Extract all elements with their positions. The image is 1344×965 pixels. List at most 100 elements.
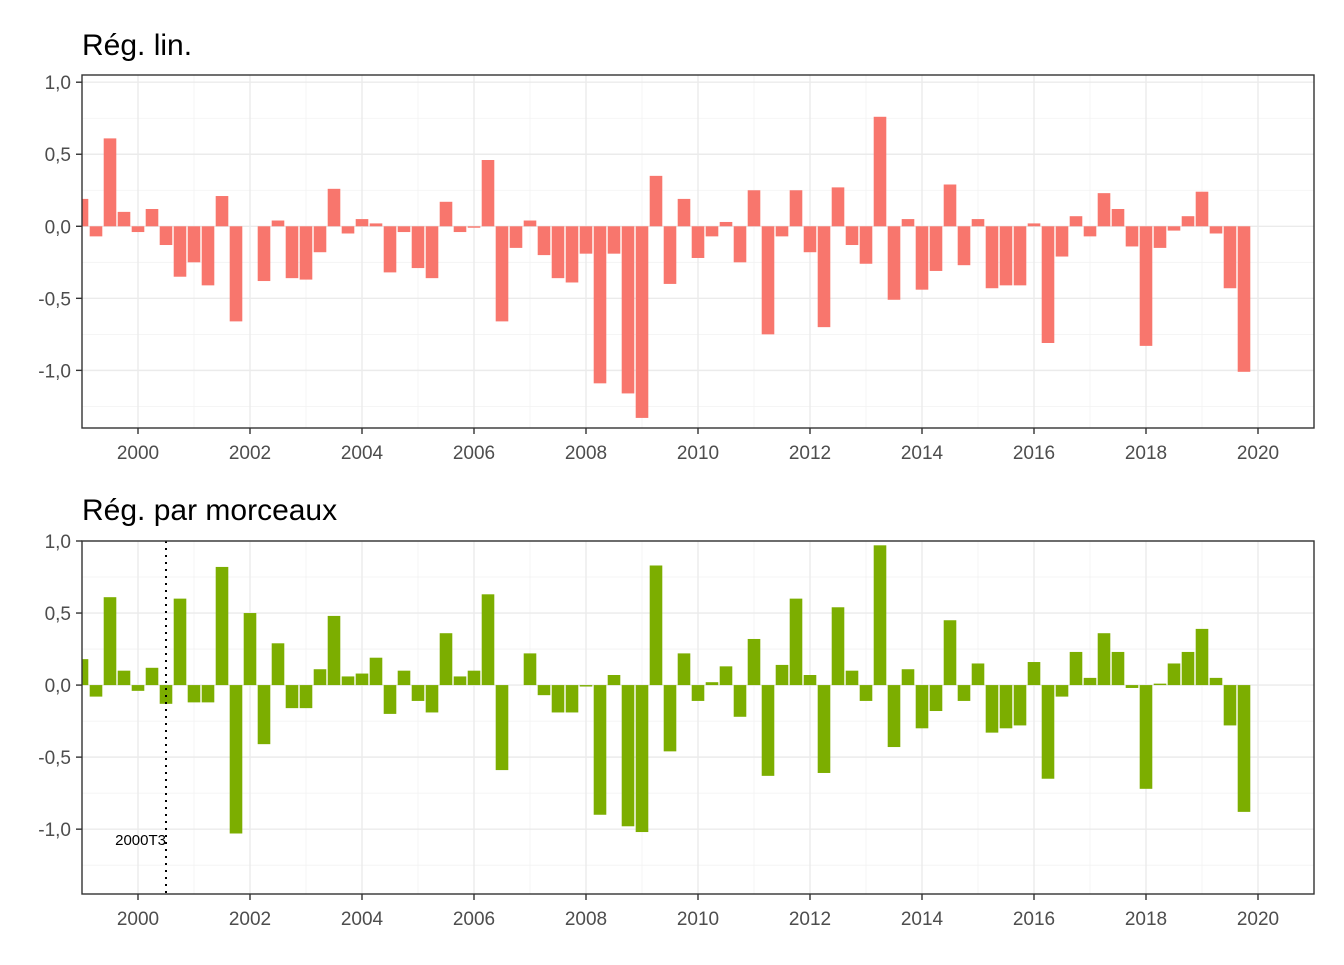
bar (341, 676, 355, 686)
bar (509, 226, 523, 248)
bar (229, 685, 243, 834)
y-tick-label: -1,0 (38, 361, 71, 382)
bar (831, 607, 845, 686)
x-tick-label: 2012 (789, 443, 831, 464)
bar (495, 685, 509, 771)
bar (82, 198, 89, 227)
bar (1237, 685, 1251, 812)
bar (663, 685, 677, 752)
bar (439, 633, 453, 686)
panel-linear-regression: Rég. lin. 2000 2002 2004 2006 2008 2010 2012 201… (38, 29, 1315, 464)
bar (229, 226, 243, 322)
bar (369, 657, 383, 686)
bar (1167, 663, 1181, 686)
bar (439, 201, 453, 227)
x-tick-label: 2016 (1013, 443, 1055, 464)
bar (593, 685, 607, 815)
y-tick-label: -0,5 (38, 289, 71, 310)
bar (845, 670, 859, 686)
bar (719, 666, 733, 686)
chart-title: Rég. lin. (82, 29, 192, 62)
bar (131, 226, 145, 233)
bar (299, 226, 313, 280)
bar (1041, 226, 1055, 343)
x-tick-label: 2004 (341, 909, 384, 930)
bar (1153, 683, 1167, 686)
bar (593, 226, 607, 384)
bar (327, 615, 341, 686)
bar (117, 670, 131, 686)
bar (481, 594, 495, 686)
x-tick-label: 2014 (901, 909, 944, 930)
bar (82, 659, 89, 686)
bar (103, 138, 117, 227)
bar (1125, 226, 1139, 247)
bar (1027, 662, 1041, 686)
y-tick-label: 0,5 (45, 145, 71, 166)
bar (383, 226, 397, 273)
bar (957, 685, 971, 701)
bar (1097, 193, 1111, 227)
bar (915, 226, 929, 290)
bar (1097, 633, 1111, 686)
bar (845, 226, 859, 246)
bar (159, 685, 173, 704)
bar (1125, 685, 1139, 688)
bar (649, 175, 663, 227)
bar (649, 565, 663, 686)
y-tick-label: -0,5 (38, 748, 71, 769)
y-tick-label: 1,0 (45, 73, 71, 94)
bar (677, 653, 691, 686)
bar (607, 226, 621, 254)
bar (621, 226, 635, 394)
bar (467, 226, 481, 228)
y-tick-label: 0,5 (45, 604, 71, 625)
x-tick-label: 2020 (1237, 443, 1279, 464)
y-tick-label: 0,0 (45, 676, 71, 697)
bar (1181, 216, 1195, 227)
bar (789, 190, 803, 227)
bar (747, 638, 761, 686)
bar (775, 664, 789, 686)
bar (1055, 685, 1069, 697)
bar (1013, 685, 1027, 726)
bar (1237, 226, 1251, 372)
bar (747, 190, 761, 227)
chart-title: Rég. par morceaux (82, 494, 337, 527)
bar (761, 226, 775, 335)
x-tick-label: 2016 (1013, 909, 1055, 930)
bar (495, 226, 509, 322)
bar (89, 226, 103, 237)
bar (257, 685, 271, 745)
bar (635, 685, 649, 833)
bar (1195, 628, 1209, 686)
bar (271, 220, 285, 227)
bar (551, 685, 565, 713)
x-tick-label: 2004 (341, 443, 384, 464)
bar (313, 669, 327, 686)
bar (187, 685, 201, 703)
bar (579, 226, 593, 254)
x-tick-label: 2002 (229, 443, 271, 464)
bar (1195, 191, 1209, 227)
bar (1083, 226, 1097, 237)
bar (411, 685, 425, 701)
bar (999, 685, 1013, 729)
bar (775, 226, 789, 237)
x-tick-label: 2010 (677, 909, 719, 930)
bar (1223, 226, 1237, 289)
bar (873, 545, 887, 686)
break-point-label: 2000T3 (115, 832, 166, 849)
bar (733, 226, 747, 263)
bar (691, 685, 705, 701)
bar (383, 685, 397, 714)
bar (1111, 208, 1125, 227)
bar (1013, 226, 1027, 286)
bar (803, 674, 817, 686)
bar (789, 598, 803, 686)
bar (285, 226, 299, 279)
bar (355, 673, 369, 686)
bar (901, 669, 915, 686)
x-tick-label: 2002 (229, 909, 271, 930)
